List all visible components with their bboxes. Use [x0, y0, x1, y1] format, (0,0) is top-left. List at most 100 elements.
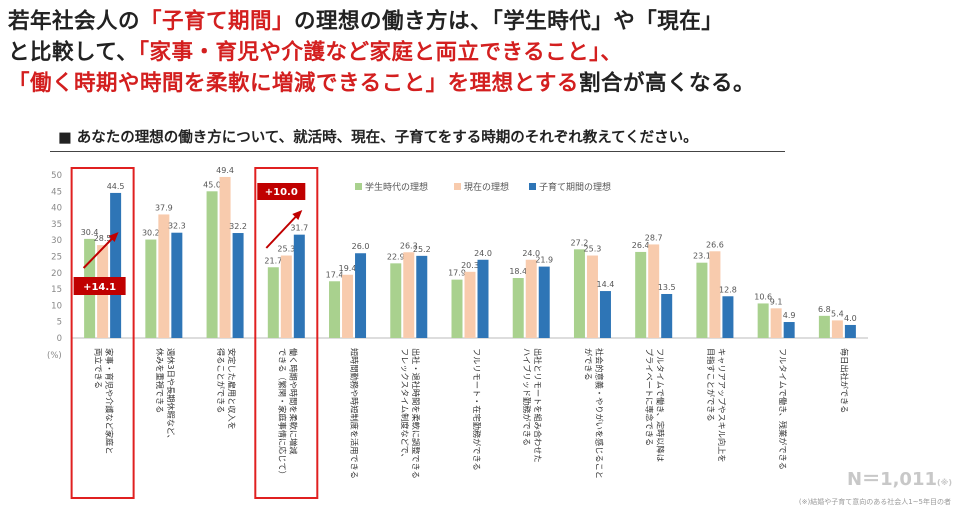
increase-badge	[73, 277, 126, 295]
question-underline	[50, 151, 785, 152]
category-label: 安定した雇用と収入を	[227, 348, 237, 430]
category-label: 目指すことができる	[706, 348, 716, 422]
bar-current	[709, 251, 721, 338]
bar-student	[573, 249, 585, 338]
y-tick-label: 30	[51, 236, 62, 246]
bar-student	[145, 239, 157, 338]
data-label: 13.5	[658, 283, 676, 292]
bar-student	[329, 281, 341, 338]
data-label: 44.5	[107, 182, 125, 191]
bar-current	[158, 214, 170, 338]
category-label: 休みを重視できる	[155, 348, 165, 413]
sample-count: N＝1,011(※)	[847, 465, 952, 491]
data-label: 26.0	[352, 242, 370, 251]
headline-text: の理想の働き方は、「学生時代」や「現在」	[294, 9, 724, 34]
data-label: 23.1	[693, 252, 711, 261]
data-label: 17.4	[326, 270, 344, 279]
highlight-frame	[254, 167, 319, 499]
category-label: ができる	[583, 348, 593, 381]
legend-label: 学生時代の理想	[365, 181, 428, 193]
data-label: 24.0	[522, 249, 540, 258]
bar-childcare	[171, 232, 183, 338]
data-label: 12.8	[719, 285, 737, 294]
bar-current	[219, 176, 231, 338]
bar-student	[696, 262, 708, 338]
increase-arrow-head	[292, 210, 303, 220]
category-label: 働く時期や時間を柔軟に増減	[288, 348, 298, 454]
bar-student	[206, 191, 218, 338]
bar-student	[451, 279, 463, 338]
legend-label: 子育て期間の理想	[539, 181, 611, 193]
category-label: 出社・退社時間を柔軟に調整できる	[411, 348, 421, 479]
y-tick-label: 40	[51, 204, 62, 214]
increase-badge-label: +14.1	[83, 282, 116, 293]
data-label: 17.9	[448, 269, 466, 278]
bar-student	[512, 278, 524, 338]
headline-text: 割合が高くなる。	[578, 71, 755, 96]
data-label: 27.2	[571, 238, 589, 247]
footnote: (※)結婚や子育て意向のある社会人1~5年目の者	[798, 498, 951, 506]
bar-childcare	[844, 324, 856, 338]
data-label: 26.6	[706, 240, 724, 249]
legend-swatch	[355, 183, 362, 190]
category-label: フルタイムで働き、定時以降は	[656, 348, 666, 462]
bar-current	[525, 259, 537, 338]
category-label: プライベートに専念できる	[645, 348, 655, 446]
data-label: 32.3	[168, 222, 186, 231]
data-label: 32.2	[229, 222, 247, 231]
y-axis-unit: (%)	[47, 351, 62, 361]
bar-student	[635, 251, 647, 338]
category-label: できる（繁閑・家庭事情に応じて）	[277, 348, 287, 479]
headline-line-2: と比較して、「家事・育児や介護など家庭と両立できること」、	[8, 37, 958, 68]
bar-current	[586, 255, 598, 338]
data-label: 22.9	[387, 252, 405, 261]
highlight-frame	[70, 167, 135, 499]
data-label: 9.1	[770, 297, 783, 306]
category-label: キャリアアップやスキル向上を	[717, 348, 727, 463]
category-label: 得ることができる	[216, 348, 226, 413]
bar-current	[464, 271, 476, 338]
bar-childcare	[293, 234, 305, 338]
increase-badge-label: +10.0	[265, 187, 298, 198]
bar-childcare	[599, 291, 611, 338]
category-label: 社会的意義・やりがいを感じること	[594, 348, 604, 479]
y-tick-label: 45	[51, 187, 62, 197]
bar-current	[648, 244, 660, 338]
bar-current	[831, 320, 843, 338]
data-label: 18.4	[509, 267, 527, 276]
category-label: 両立できる	[94, 348, 104, 389]
bar-current	[342, 274, 354, 338]
data-label: 37.9	[155, 203, 173, 212]
bar-childcare	[783, 322, 795, 338]
category-label: 毎日出社ができる	[839, 348, 849, 413]
bar-student	[818, 315, 830, 338]
data-label: 31.7	[290, 224, 308, 233]
y-tick-label: 20	[51, 269, 62, 279]
increase-arrow-line	[82, 235, 116, 269]
increase-arrow-line	[265, 213, 300, 249]
bar-current	[280, 255, 292, 338]
data-label: 28.7	[645, 233, 663, 242]
bar-student	[757, 303, 769, 338]
headline-emphasis: 「働く時期や時間を柔軟に増減できること」を理想とする	[8, 71, 579, 96]
legend-swatch	[529, 183, 536, 190]
headline-text: と比較して、	[8, 40, 139, 65]
bar-childcare	[477, 259, 489, 338]
data-label: 25.3	[584, 245, 602, 254]
data-label: 30.2	[142, 229, 160, 238]
headline-line-1: 若年社会人の「子育て期間」の理想の働き方は、「学生時代」や「現在」	[8, 6, 958, 37]
bar-childcare	[355, 253, 367, 338]
headline-emphasis: 「子育て期間」	[140, 9, 295, 34]
category-label: フレックスタイム制度などで、	[400, 348, 410, 462]
legend-label: 現在の理想	[464, 181, 509, 193]
category-label: 週休3日や長期休暇など、	[166, 348, 176, 443]
data-label: 20.3	[461, 261, 479, 270]
category-label: ハイブリッド勤務ができる	[522, 348, 532, 446]
bar-current	[770, 308, 782, 338]
increase-badge	[257, 183, 306, 200]
data-label: 5.4	[831, 309, 844, 318]
bar-childcare	[416, 255, 428, 338]
sample-count-note: (※)	[937, 478, 953, 487]
y-tick-label: 0	[57, 334, 62, 344]
